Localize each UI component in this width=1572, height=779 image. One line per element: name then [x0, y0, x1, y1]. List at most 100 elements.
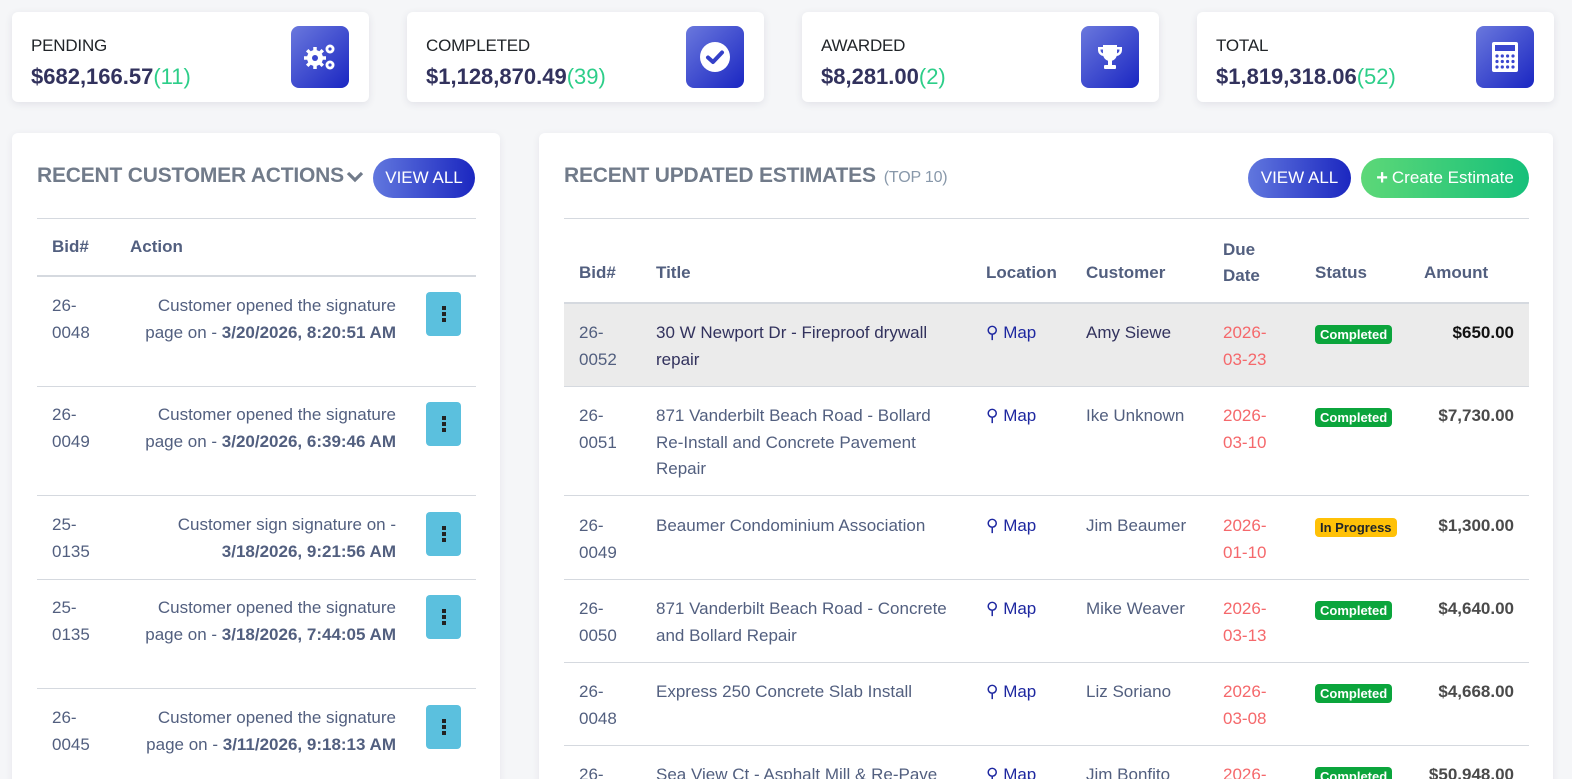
action-description: Customer opened the signature page on - … — [146, 708, 396, 754]
col-header-bid: Bid# — [579, 263, 616, 282]
view-all-estimates-button[interactable]: VIEW ALL — [1248, 158, 1351, 198]
stat-card-total: TOTAL $1,819,318.06(52) — [1197, 12, 1554, 102]
estimate-due-date: 2026- 03-10 — [1223, 406, 1267, 452]
stat-card-pending: PENDING $682,166.57(11) — [12, 12, 369, 102]
action-bid-link[interactable]: 25- 0135 — [52, 598, 90, 644]
estimate-customer: Mike Weaver — [1086, 599, 1185, 618]
estimates-subtitle: (TOP 10) — [883, 169, 948, 186]
gears-icon — [291, 26, 349, 88]
map-marker-icon: ⚲ — [986, 682, 999, 701]
view-all-actions-button[interactable]: VIEW ALL — [373, 158, 475, 198]
estimate-bid-link[interactable]: 26- — [579, 765, 604, 779]
stat-card-awarded: AWARDED $8,281.00(2) — [802, 12, 1159, 102]
row-divider — [564, 579, 1529, 580]
col-header-bid: Bid# — [52, 237, 89, 256]
row-divider — [37, 386, 476, 387]
map-marker-icon: ⚲ — [986, 406, 999, 425]
action-description: Customer opened the signature page on - … — [145, 405, 396, 451]
estimate-bid-link[interactable]: 26- 0050 — [579, 599, 617, 645]
action-description: Customer opened the signature page on - … — [145, 296, 396, 342]
status-badge: Completed — [1315, 408, 1393, 427]
action-description: Customer opened the signature page on - … — [145, 598, 396, 644]
col-header-customer: Customer — [1086, 263, 1166, 282]
stat-count: (2) — [918, 64, 946, 89]
estimate-customer: Liz Soriano — [1086, 682, 1172, 701]
row-divider — [37, 688, 476, 689]
stat-count: (39) — [566, 64, 606, 89]
estimate-amount: $650.00 — [1452, 323, 1514, 342]
stat-label: COMPLETED — [426, 36, 530, 55]
estimate-customer: Jim Bonfito — [1086, 765, 1171, 779]
customer-actions-panel — [12, 133, 500, 779]
row-menu-button[interactable] — [426, 595, 461, 639]
estimate-title: 871 Vanderbilt Beach Road - Concrete and… — [656, 599, 947, 645]
estimate-amount: $50,948.00 — [1428, 765, 1514, 779]
action-bid-link[interactable]: 26- 0049 — [52, 405, 90, 451]
row-menu-button[interactable] — [426, 402, 461, 446]
estimate-due-date: 2026- 01-10 — [1223, 516, 1267, 562]
divider — [564, 218, 1529, 219]
row-divider — [564, 386, 1529, 387]
estimate-title: 30 W Newport Dr - Fireproof drywall repa… — [656, 323, 928, 369]
estimate-customer: Ike Unknown — [1086, 406, 1185, 425]
estimate-customer: Jim Beaumer — [1086, 516, 1187, 535]
col-header-amount: Amount — [1424, 263, 1489, 282]
map-marker-icon: ⚲ — [986, 516, 999, 535]
estimate-bid-link[interactable]: 26- 0051 — [579, 406, 617, 452]
estimate-due-date: 2026- 03-08 — [1223, 682, 1267, 728]
map-link[interactable]: ⚲ Map — [986, 762, 1036, 779]
estimate-due-date: 2026- 03-13 — [1223, 599, 1267, 645]
estimate-title: 871 Vanderbilt Beach Road - Bollard Re-I… — [656, 406, 931, 478]
status-badge: Completed — [1315, 601, 1393, 620]
estimate-due-date: 2026- — [1223, 765, 1267, 779]
stat-value: $8,281.00(2) — [821, 64, 946, 89]
row-menu-button[interactable] — [426, 512, 461, 556]
map-link[interactable]: ⚲ Map — [986, 406, 1037, 425]
stat-count: (11) — [153, 64, 191, 89]
row-divider — [37, 579, 476, 580]
status-badge: Completed — [1315, 325, 1393, 344]
col-header-title: Title — [656, 263, 691, 282]
row-divider — [37, 495, 476, 496]
estimate-amount: $1,300.00 — [1438, 516, 1514, 535]
action-description: Customer sign signature on - 3/18/2026, … — [177, 515, 396, 561]
col-header-due-date: Due Date — [1223, 240, 1260, 285]
map-marker-icon: ⚲ — [986, 765, 999, 779]
map-link[interactable]: ⚲ Map — [986, 323, 1037, 342]
status-badge: Completed — [1315, 684, 1393, 703]
estimate-title: Express 250 Concrete Slab Install — [656, 682, 913, 701]
action-bid-link[interactable]: 26- 0045 — [52, 708, 90, 754]
map-link[interactable]: ⚲ Map — [986, 599, 1037, 618]
estimate-amount: $7,730.00 — [1438, 406, 1514, 425]
customer-actions-title: RECENT CUSTOMER ACTIONS — [37, 164, 344, 187]
stat-value: $682,166.57(11) — [31, 64, 191, 89]
calculator-icon — [1476, 26, 1534, 88]
action-bid-link[interactable]: 26- 0048 — [52, 296, 90, 342]
chevron-down-icon[interactable] — [346, 170, 364, 189]
estimates-panel — [539, 133, 1553, 779]
estimate-amount: $4,668.00 — [1438, 682, 1514, 701]
estimate-bid-link[interactable]: 26- 0052 — [579, 323, 617, 369]
map-marker-icon: ⚲ — [986, 599, 999, 618]
row-menu-button[interactable] — [426, 705, 461, 749]
check-circle-icon — [686, 26, 744, 88]
estimate-bid-link[interactable]: 26- 0049 — [579, 516, 617, 562]
status-badge: In Progress — [1315, 518, 1397, 537]
map-link[interactable]: ⚲ Map — [986, 516, 1037, 535]
estimate-due-date: 2026- 03-23 — [1223, 323, 1267, 369]
header-divider — [37, 275, 476, 277]
status-badge: Completed — [1315, 767, 1393, 779]
row-divider — [564, 662, 1529, 663]
stat-count: (52) — [1356, 64, 1396, 89]
trophy-icon — [1081, 26, 1139, 88]
estimate-title: Sea View Ct - Asphalt Mill & Re-Pave — [656, 765, 938, 779]
estimate-customer: Amy Siewe — [1086, 323, 1172, 342]
create-estimate-button[interactable]: + Create Estimate — [1361, 158, 1529, 198]
map-link[interactable]: ⚲ Map — [986, 682, 1037, 701]
action-bid-link[interactable]: 25- 0135 — [52, 515, 90, 561]
estimate-title: Beaumer Condominium Association — [656, 516, 926, 535]
row-menu-button[interactable] — [426, 292, 461, 336]
estimate-bid-link[interactable]: 26- 0048 — [579, 682, 617, 728]
map-marker-icon: ⚲ — [986, 323, 999, 342]
table-row-highlight — [564, 304, 1529, 386]
